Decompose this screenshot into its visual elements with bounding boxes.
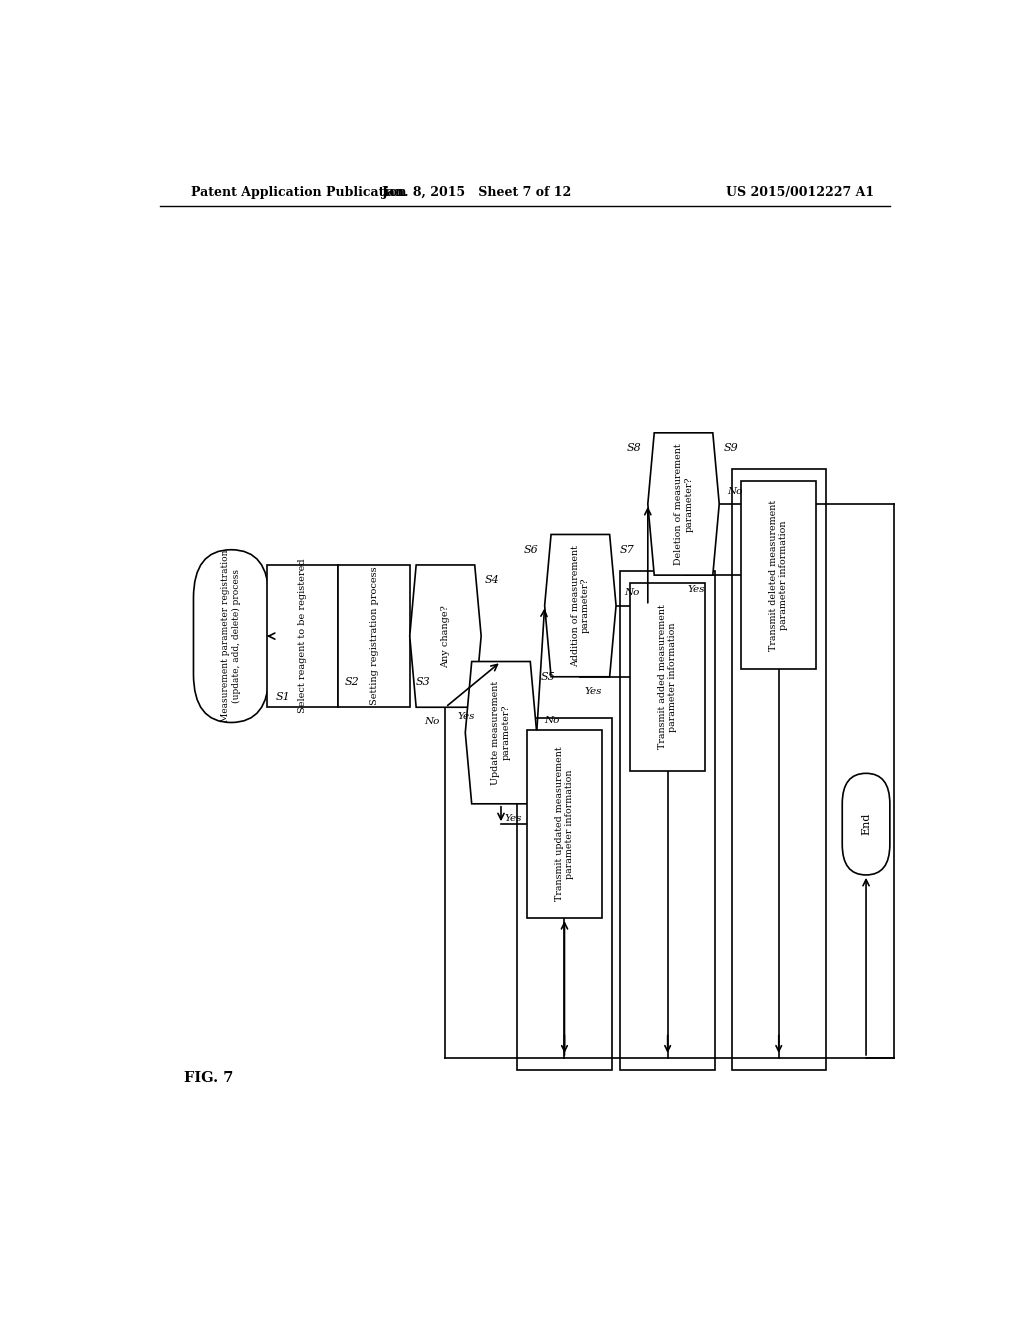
- Text: Setting registration process: Setting registration process: [370, 566, 379, 705]
- Text: No: No: [545, 715, 560, 725]
- Text: Addition of measurement
parameter?: Addition of measurement parameter?: [570, 545, 590, 667]
- Text: S5: S5: [541, 672, 555, 681]
- Text: S6: S6: [523, 545, 539, 554]
- Text: Jan. 8, 2015   Sheet 7 of 12: Jan. 8, 2015 Sheet 7 of 12: [382, 186, 572, 199]
- Polygon shape: [410, 565, 481, 708]
- Polygon shape: [465, 661, 537, 804]
- Text: Yes: Yes: [687, 585, 705, 594]
- FancyBboxPatch shape: [338, 565, 410, 708]
- Text: Transmit deleted measurement
parameter information: Transmit deleted measurement parameter i…: [769, 499, 788, 651]
- Polygon shape: [545, 535, 616, 677]
- Text: S3: S3: [416, 677, 431, 686]
- Text: US 2015/0012227 A1: US 2015/0012227 A1: [726, 186, 873, 199]
- FancyBboxPatch shape: [842, 774, 890, 875]
- Text: No: No: [727, 487, 742, 496]
- Text: S7: S7: [620, 545, 635, 554]
- Text: S1: S1: [275, 692, 290, 702]
- FancyBboxPatch shape: [741, 480, 816, 669]
- Text: No: No: [424, 718, 439, 726]
- FancyBboxPatch shape: [526, 730, 602, 919]
- Text: Deletion of measurement
parameter?: Deletion of measurement parameter?: [674, 444, 693, 565]
- Text: Any change?: Any change?: [441, 605, 450, 668]
- Text: Measurement parameter registration
(update, add, delete) process: Measurement parameter registration (upda…: [221, 550, 241, 722]
- Text: S8: S8: [627, 444, 641, 453]
- Text: Update measurement
parameter?: Update measurement parameter?: [492, 681, 511, 784]
- FancyBboxPatch shape: [630, 582, 706, 771]
- Text: S2: S2: [345, 677, 359, 686]
- Text: S4: S4: [485, 576, 500, 585]
- FancyBboxPatch shape: [267, 565, 338, 708]
- Text: End: End: [861, 813, 871, 836]
- Text: Patent Application Publication: Patent Application Publication: [191, 186, 407, 199]
- Text: Yes: Yes: [458, 713, 475, 721]
- Text: S9: S9: [723, 444, 738, 453]
- Text: FIG. 7: FIG. 7: [183, 1072, 232, 1085]
- Text: Select reagent to be registered: Select reagent to be registered: [298, 558, 307, 713]
- Polygon shape: [648, 433, 719, 576]
- Text: No: No: [624, 589, 639, 598]
- Text: Yes: Yes: [505, 814, 522, 822]
- Text: Transmit added measurement
parameter information: Transmit added measurement parameter inf…: [658, 605, 677, 750]
- Text: Yes: Yes: [585, 686, 602, 696]
- Text: Transmit updated measurement
parameter information: Transmit updated measurement parameter i…: [555, 747, 574, 902]
- FancyBboxPatch shape: [194, 549, 269, 722]
